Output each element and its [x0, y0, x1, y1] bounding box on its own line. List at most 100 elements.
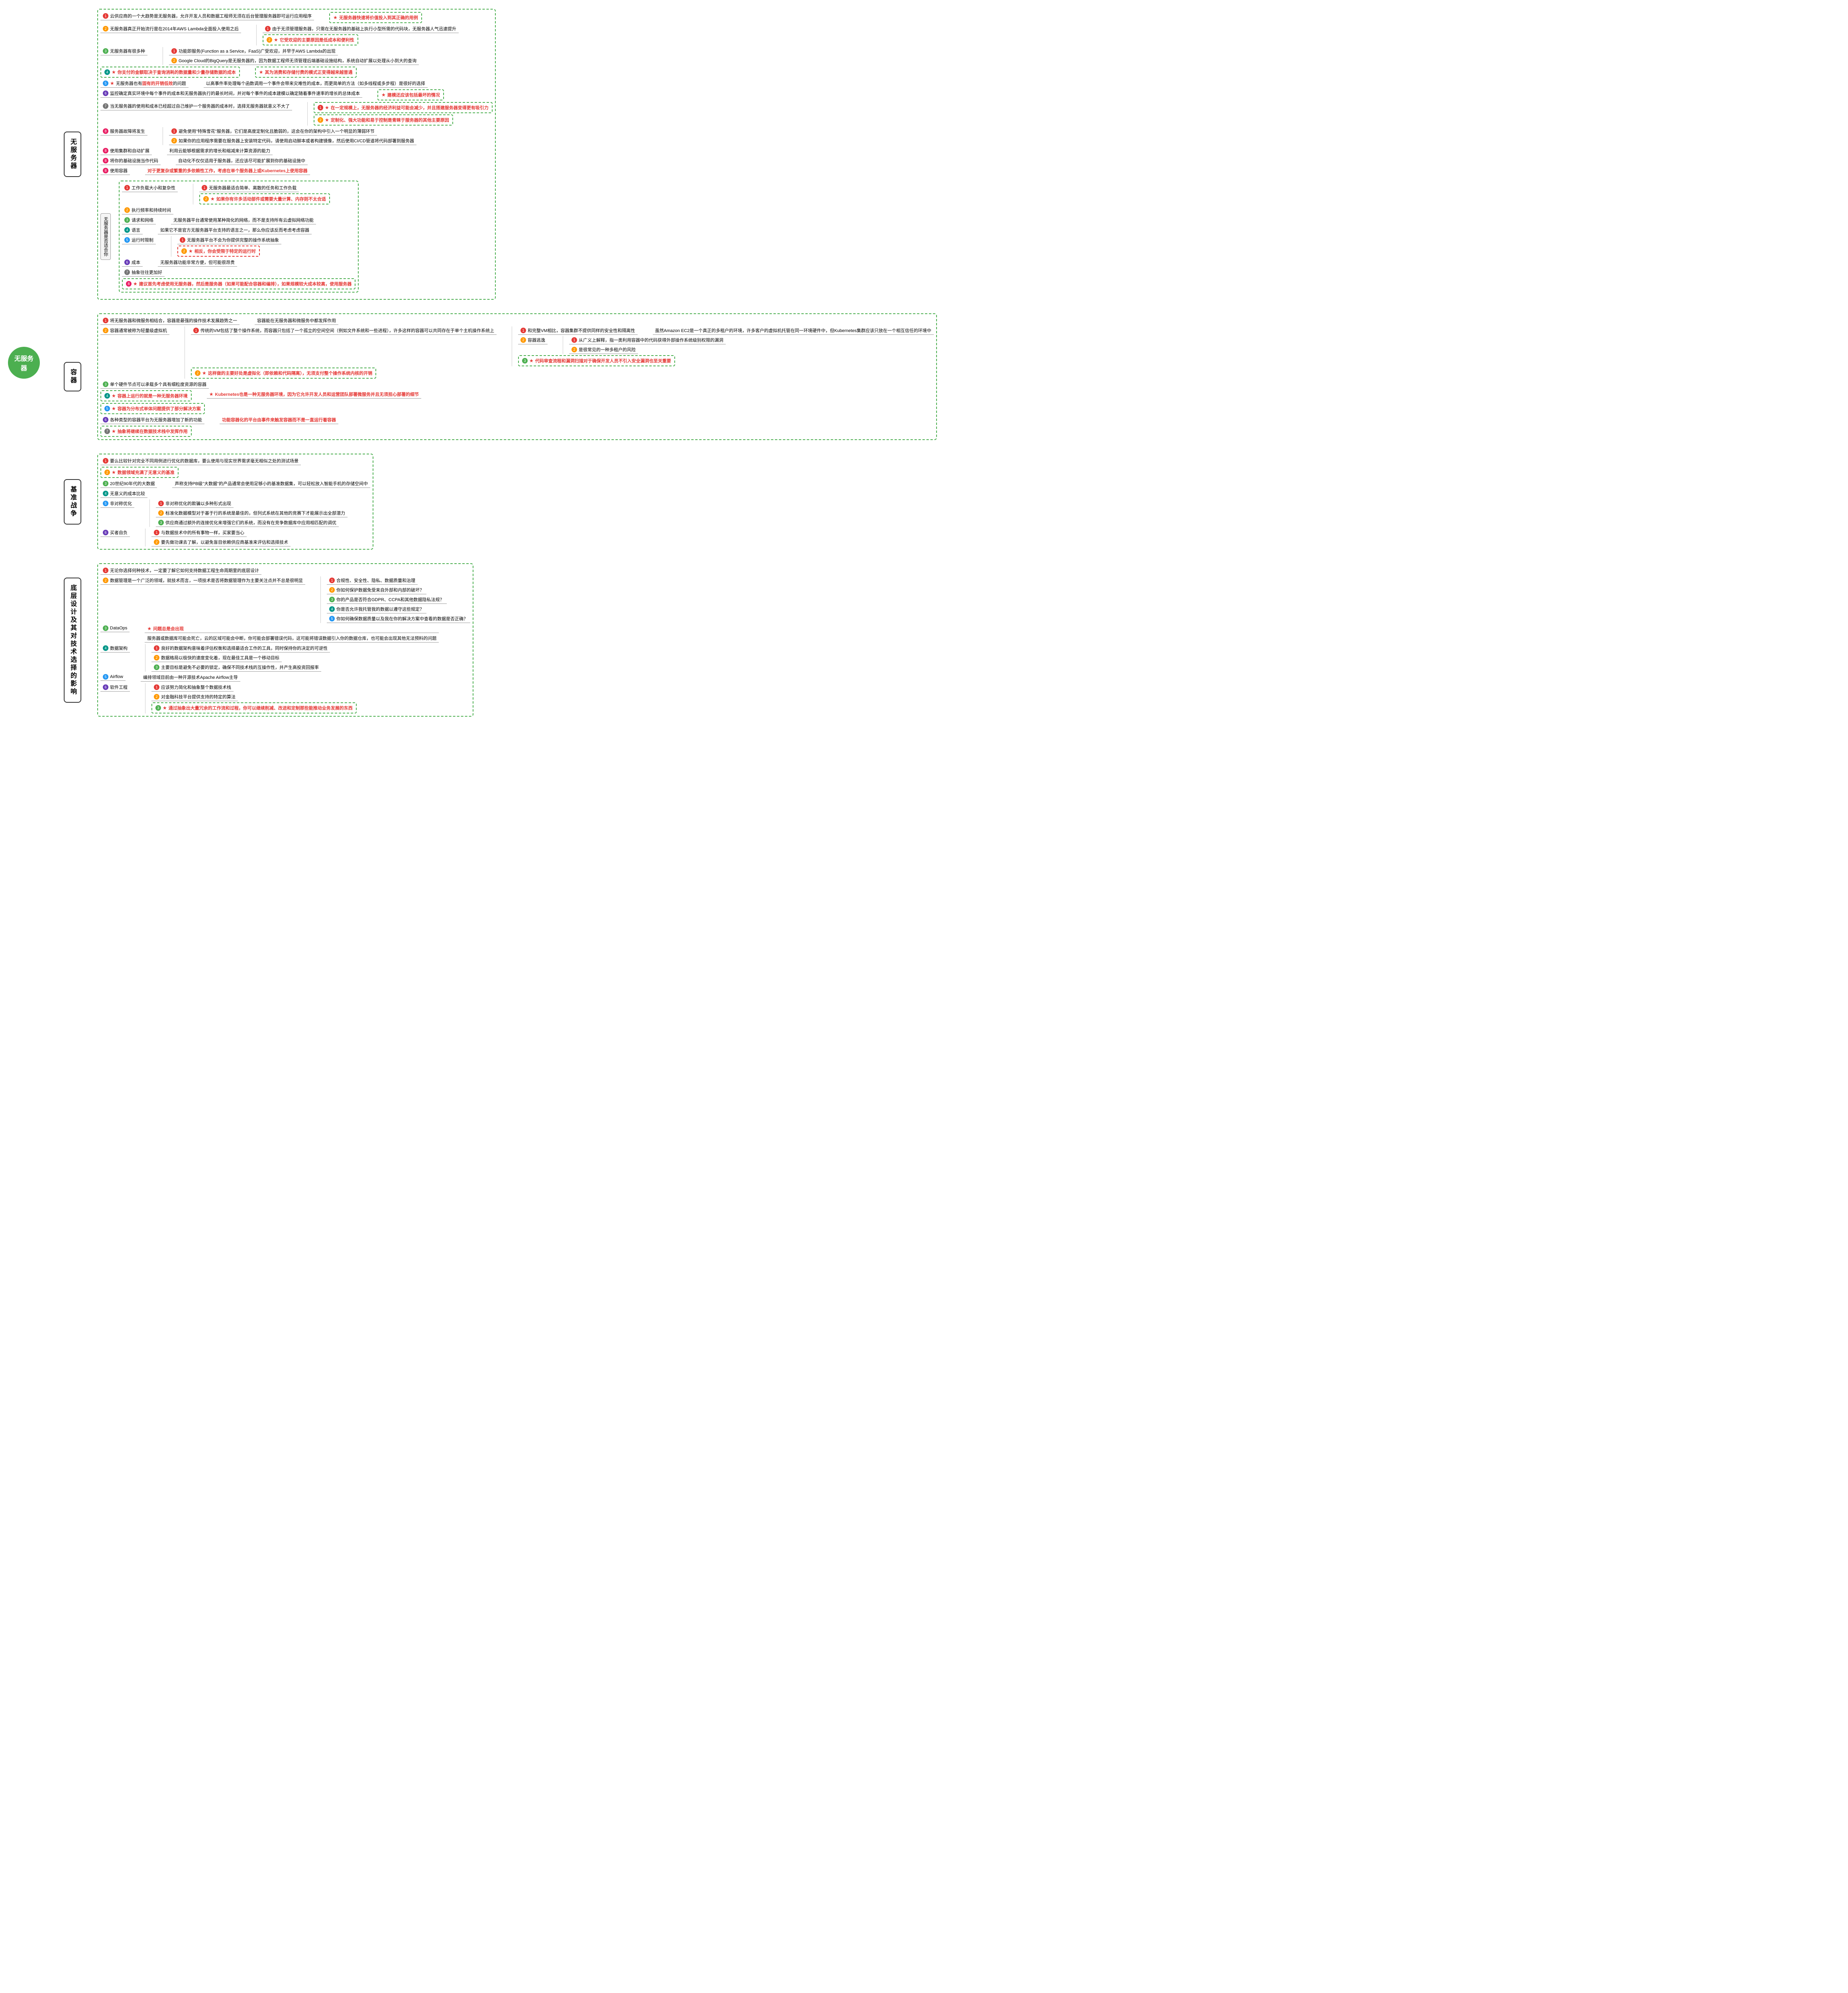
- node-text: 从广义上解释，指一类利用容器中的代码获得外部操作系统级别权限的漏洞: [579, 337, 723, 343]
- node-number: 1: [171, 128, 177, 134]
- star-icon: ★: [210, 196, 215, 202]
- side-node: 声称支持PB级"大数据"的产品通常会使用足够小的基准数据集，可以轻松放入智能手机…: [172, 480, 370, 488]
- side-node: ★其为消费和存储付费的模式正变得越来越普通: [255, 67, 357, 78]
- mindmap-node: 1非对称优化的欺骗以多种形式出现: [156, 499, 234, 508]
- side-node: 虽然Amazon EC2是一个真正的多租户的环境，许多客户的虚拟机托管在同一环境…: [653, 326, 934, 335]
- node-row: 2★它受欢迎的主要原因是低成本和便利性: [263, 34, 459, 45]
- children-container: 1传统的VM包括了整个操作系统，而容器只包括了一个孤立的空间空间（例如文件系统和…: [185, 326, 934, 379]
- node-row: 3你的产品是否符合GDPR、CCPA和其他数据隐私法规？: [327, 596, 470, 604]
- side-text: 虽然Amazon EC2是一个真正的多租户的环境，许多客户的虚拟机托管在同一环境…: [655, 327, 931, 334]
- node-text: 语言: [132, 227, 140, 233]
- node-row: 4语言如果它不是官方无服务器平台支持的语言之一，那么你应该反而考虑考虑容器: [122, 226, 355, 234]
- star-icon: ★: [133, 281, 137, 287]
- sub-nodes: 1工作负载大小和复杂性1无服务器最适合简单、离散的任务和工作负载2★如果你有许多…: [119, 181, 359, 293]
- node-row: 4★你支付的金额取决于查询消耗的数据量和少量存储数据的成本 ★其为消费和存储付费的…: [100, 67, 493, 78]
- node-text: 在一定规模上，无服务器的经济利益可能会减少，并且搭建服务器变得更有吸引力: [331, 104, 489, 111]
- branches-container: 无服务器1云供应商的一个大趋势是无服务器，允许开发人员和数据工程师无须在后台管理…: [64, 8, 937, 717]
- mindmap-node: 1工作负载大小和复杂性: [122, 184, 178, 192]
- mindmap-node: 8服务器故障将发生: [100, 127, 147, 136]
- node-text: 容器上运行的就是一种无服务器环境: [118, 393, 188, 399]
- node-row: 2标准化数据模型对于基于行的系统是最佳的，但列式系统在其他的竞赛下才能展示出全部…: [156, 509, 348, 517]
- mindmap-node: 1无服务器最适合简单、离散的任务和工作负载: [199, 184, 299, 192]
- node-number: 1: [103, 13, 108, 19]
- mindmap-node: 2★这样做的主要好处是虚拟化（即依赖和代码隔离），无须支付整个操作系统内核的开销: [191, 368, 376, 379]
- node-row: 3供应商通过额外的连接优化来增强它们的系统，而没有在竞争数据库中应用相匹配的调优: [156, 519, 348, 527]
- node-row: 1传统的VM包括了整个操作系统，而容器只包括了一个孤立的空间空间（例如文件系统和…: [191, 326, 934, 366]
- node-number: 5: [329, 616, 335, 621]
- node-text: 抽象往往更加好: [132, 269, 162, 275]
- node-text: 供应商通过额外的连接优化来增强它们的系统，而没有在竞争数据库中应用相匹配的调优: [165, 519, 336, 526]
- node-number: 2: [103, 578, 108, 583]
- mindmap-node: 1无服务器平台不会为你提供完整的操作系统抽象: [177, 236, 281, 244]
- node-row: 4你是否允许我托管我的数据以遵守这些规定？: [327, 605, 470, 613]
- mindmap-node: 2对金融科技平台提供支持的特定的算法: [151, 693, 238, 701]
- node-number: 6: [103, 90, 108, 96]
- node-text: 这样做的主要好处是虚拟化（即依赖和代码隔离），无须支付整个操作系统内核的开销: [208, 370, 373, 376]
- side-text: 编排领域目前由一种开源技术Apache Airflow主导: [143, 674, 238, 680]
- side-node: ★问题总是会出现: [145, 625, 439, 633]
- mindmap-node: 2数据管理是一个广泛的领域，就技术而言，一项技术是否将数据管理作为主要关注点并不…: [100, 576, 305, 585]
- side-node: 功能容器化的平台由事件来触发容器而不是一直运行着容器: [220, 416, 338, 424]
- node-number: 2: [520, 337, 526, 343]
- node-text: 将无服务器和微服务相结合，容器是最强的操作技术发展趋势之一: [110, 317, 237, 324]
- side-node: ★无服务器快速将价值投入到其正确的用例: [329, 12, 422, 23]
- node-row: 2执行频率和持续时间: [122, 206, 355, 214]
- node-row: 2数据管理是一个广泛的领域，就技术而言，一项技术是否将数据管理作为主要关注点并不…: [100, 576, 470, 623]
- node-row: 6软件工程1应该努力简化和抽象整个数据技术栈2对金融科技平台提供支持的特定的算法…: [100, 683, 470, 713]
- mindmap-node: 3主要目标是避免不必要的锁定，确保不同技术栈的互操作性，并产生高投资回报率: [151, 663, 321, 672]
- side-text: 容器能在无服务器和微服务中都发挥作用: [257, 317, 336, 324]
- node-text: 如果你有许多活动部件或需要大量计算、内存则不太合适: [216, 196, 326, 202]
- mindmap-node: 4你是否允许我托管我的数据以遵守这些规定？: [327, 605, 426, 613]
- children-container: 1由于无须管理服务器，只需在无服务器的基础上执行小型所需的代码块，无服务器人气迅…: [256, 25, 459, 45]
- node-text: 它受欢迎的主要原因是低成本和便利性: [280, 37, 354, 43]
- node-number: 2: [318, 117, 323, 123]
- node-text: 你如何确保数据质量以及我在你的解决方案中查看的数据是否正确？: [336, 615, 468, 622]
- sub-title: 无服务器是否适合你: [100, 213, 111, 260]
- node-row: 1无论你选择何种技术，一定要了解它如何支持数据工程生命周期里的底层设计: [100, 566, 470, 575]
- star-icon: ★: [112, 406, 116, 411]
- node-row: 1良好的数据架构意味着评估权衡和选择最适合工作的工具，同时保持你的决定的可逆性: [151, 644, 330, 653]
- node-number: 6: [103, 417, 108, 423]
- node-text: Airflow: [110, 674, 123, 679]
- node-number: 7: [124, 269, 130, 275]
- mindmap-node: 2如果你的应用程序需要在服务器上安装特定代码，请使用启动脚本或者构建镜像，然后使…: [169, 137, 416, 145]
- node-text: 与数据技术中的所有事物一样，买家要当心: [161, 529, 244, 536]
- section-title: 容器: [64, 362, 81, 391]
- mindmap-node: 1良好的数据架构意味着评估权衡和选择最适合工作的工具，同时保持你的决定的可逆性: [151, 644, 330, 653]
- node-text: 请求和网络: [132, 217, 153, 223]
- node-number: 2: [154, 694, 159, 700]
- mindmap-node: 4★你支付的金额取决于查询消耗的数据量和少量存储数据的成本: [100, 67, 240, 78]
- section-title: 基准战争: [64, 479, 81, 525]
- node-number: 2: [103, 26, 108, 31]
- node-text: 你如何保护数据免受来自外部和内部的破坏？: [336, 587, 424, 593]
- mindmap-node: 2★相反，你会受限于特定的运行时: [177, 246, 260, 257]
- mindmap-node: 8使用集群和自动扩展: [100, 147, 152, 155]
- section: 基准战争1要么比较针对完全不同用例进行优化的数据库，要么使用与现实世界需求毫无相…: [64, 453, 937, 550]
- mindmap-node: 2要先做功课去了解，以避免盲目依赖供应商基准来评估和选择技术: [151, 538, 291, 546]
- children-container: 1良好的数据架构意味着评估权衡和选择最适合工作的工具，同时保持你的决定的可逆性2…: [145, 644, 330, 672]
- node-text: 单个硬件节点可以承载多个具有细粒度资源的容器: [110, 381, 206, 387]
- mindmap-node: 4语言: [122, 226, 143, 234]
- mindmap-node: 1从广义上解释，指一类利用容器中的代码获得外部操作系统级别权限的漏洞: [569, 336, 726, 344]
- mindmap-node: 3你的产品是否符合GDPR、CCPA和其他数据隐私法规？: [327, 596, 447, 604]
- side-text: 无服务器平台通常使用某种简化的网络，而不是支持所有云虚拟网络功能: [173, 217, 314, 223]
- node-text: 是很常见的一种多租户的风险: [579, 346, 636, 353]
- node-row: 6监控确定真实环境中每个事件的成本和无服务器执行的最长时间，并对每个事件的成本建…: [100, 89, 493, 100]
- node-number: 2: [203, 196, 209, 202]
- mindmap-node: 1避免使用"特殊雪花"服务器，它们是高度定制化且脆弱的，这会在你的架构中引入一个…: [169, 127, 377, 136]
- children-container: 1无服务器平台不会为你提供完整的操作系统抽象 2★相反，你会受限于特定的运行时: [171, 236, 281, 257]
- mindmap-node: 2执行频率和持续时间: [122, 206, 173, 214]
- side-node: ★Kubernetes也是一种无服务器环境，因为它允许开发人员和运营团队部署微服…: [207, 390, 421, 399]
- node-row: 2数据格局以极快的速度变化着，现在最佳工具是一个移动目标: [151, 654, 330, 662]
- nodes-container: 1无论你选择何种技术，一定要了解它如何支持数据工程生命周期里的底层设计2数据管理…: [100, 566, 470, 713]
- node-number: 3: [154, 664, 159, 670]
- node-row: 1应该努力简化和抽象整个数据技术栈: [151, 683, 357, 692]
- mindmap-node: 4无意义的成本比较: [100, 489, 147, 498]
- side-text: 自动化不仅仅适用于服务器，还应该尽可能扩展到你的基础设施中: [178, 157, 305, 164]
- mindmap-node: 5运行时限制: [122, 236, 156, 244]
- mindmap-node: 3DataOps: [100, 625, 130, 632]
- star-icon: ★: [112, 470, 116, 475]
- node-row: 2要先做功课去了解，以避免盲目依赖供应商基准来评估和选择技术: [151, 538, 291, 546]
- node-text: 你是否允许我托管我的数据以遵守这些规定？: [336, 606, 424, 612]
- node-text: 使用容器: [110, 167, 128, 174]
